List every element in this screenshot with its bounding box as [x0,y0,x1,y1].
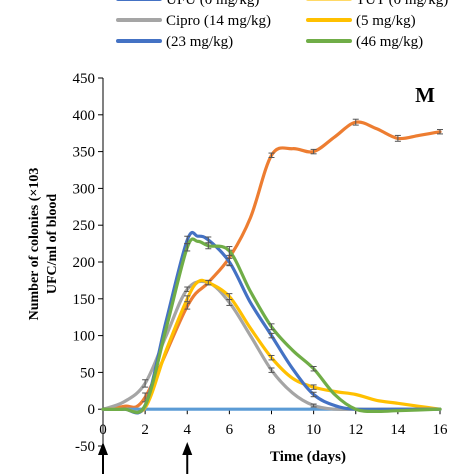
legend-label: (5 mg/kg) [356,13,416,29]
chart-series [101,118,443,415]
legend-item: (46 mg/kg) [306,34,423,50]
legend-item: TUT (0 mg/kg) [306,0,448,8]
legend-label: TUT (0 mg/kg) [356,0,448,8]
dose-arrows [98,442,193,474]
y-tick-label: 0 [88,402,96,418]
legend-label: Cipro (14 mg/kg) [166,13,271,29]
y-tick-label: 200 [73,255,96,271]
x-tick-label: 16 [433,422,449,438]
x-tick-label: 12 [348,422,363,438]
x-tick-label: 6 [226,422,234,438]
x-tick-label: 2 [141,422,149,438]
arrow-head [98,442,108,455]
x-tick-label: 8 [268,422,276,438]
series-line [101,237,442,415]
legend-label: (23 mg/kg) [166,34,233,50]
x-tick-label: 14 [390,422,406,438]
y-tick-label: 250 [73,218,96,234]
series-5 [101,237,442,415]
legend: UFU (0 mg/kg) TUT (0 mg/kg) Cipro (14 mg/k… [116,0,448,50]
legend-item: (23 mg/kg) [116,34,233,50]
y-tick-label: 400 [73,108,96,124]
y-tick-label: 350 [73,145,96,161]
legend-item: UFU (0 mg/kg) [116,0,259,8]
dose-arrow [182,442,193,474]
x-axis-label: Time (days) [270,449,346,465]
y-tick-label: 450 [73,71,96,87]
legend-label: (46 mg/kg) [356,34,423,50]
x-tick-label: 0 [99,422,107,438]
legend-item: (5 mg/kg) [306,13,416,29]
y-tick-label: 100 [73,329,96,345]
panel-label: M [415,83,435,107]
x-tick-label: 4 [184,422,192,438]
y-tick-label: -50 [75,439,95,455]
arrow-head [182,442,193,455]
series-3 [101,278,442,415]
y-tick-label: 150 [73,292,96,308]
y-tick-label: 50 [80,365,95,381]
y-tick-label: 300 [73,181,96,197]
x-tick-label: 10 [306,422,321,438]
y-axis-label-line1: Number of colonies (×103 [27,168,42,321]
legend-item: Cipro (14 mg/kg) [116,13,271,29]
dose-arrow [98,442,108,474]
y-axis-label-line2: UFC/ml of blood [45,194,60,295]
legend-label: UFU (0 mg/kg) [166,0,259,8]
series-line [101,278,442,415]
